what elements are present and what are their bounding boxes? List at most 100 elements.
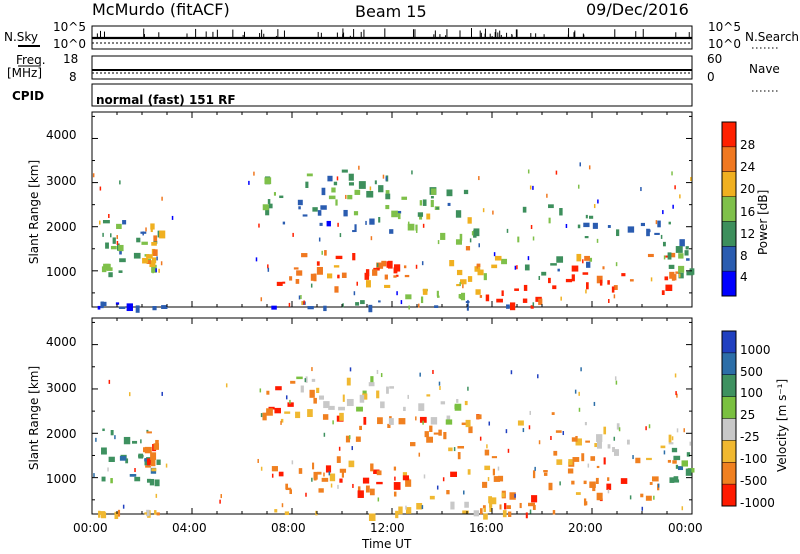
power-data-cell <box>678 273 681 278</box>
velocity-data-cell <box>592 483 596 492</box>
date-label: 09/Dec/2016 <box>586 0 689 19</box>
power-data-cell <box>467 276 473 282</box>
power-data-cell <box>293 267 299 270</box>
power-data-cell <box>159 230 166 239</box>
power-data-cell <box>467 217 472 224</box>
power-data-cell <box>105 263 111 271</box>
velocity-data-cell <box>311 477 313 482</box>
velocity-data-cell <box>607 477 610 481</box>
velocity-data-cell <box>338 406 345 411</box>
power-data-cell <box>671 274 677 281</box>
vcb-tick-m100: -100 <box>740 452 768 466</box>
velocity-data-cell <box>543 470 548 473</box>
velocity-data-cell <box>487 477 490 482</box>
velocity-data-cell <box>509 492 516 500</box>
power-data-cell <box>577 184 580 189</box>
velocity-data-cell <box>483 507 486 513</box>
vcb-tick-25: 25 <box>740 408 756 422</box>
power-data-cell <box>108 213 110 218</box>
power-data-cell <box>337 222 339 227</box>
velocity-data-cell <box>146 478 151 483</box>
power-data-cell <box>577 224 581 229</box>
power-data-cell <box>265 208 270 216</box>
velocity-data-cell <box>98 511 106 515</box>
velocity-data-cell <box>614 376 617 381</box>
velocity-data-cell <box>555 430 562 433</box>
velocity-data-cell <box>607 444 611 449</box>
velocity-data-cell <box>461 422 469 426</box>
velocity-data-cell <box>110 478 113 484</box>
power-data-cell <box>156 256 158 261</box>
velocity-colorbar-segment <box>722 352 736 375</box>
velocity-data-cell <box>439 385 441 390</box>
power-data-cell <box>155 268 157 273</box>
power-data-cell <box>585 214 588 219</box>
power-data-cell <box>279 195 284 199</box>
power-colorbar-frame <box>721 121 737 297</box>
power-data-cell <box>318 237 321 242</box>
velocity-data-cell <box>482 505 486 509</box>
power-data-cell <box>588 165 591 170</box>
power-data-cell <box>407 223 415 231</box>
power-ytick-4000: 4000 <box>46 128 77 142</box>
velocity-data-cell <box>673 455 681 461</box>
power-data-cell <box>395 274 399 277</box>
velocity-data-cell <box>415 416 417 421</box>
pcb-tick-20: 20 <box>740 182 756 196</box>
power-colorbar-segment <box>722 221 736 247</box>
velocity-data-cell <box>285 483 289 490</box>
velocity-data-cell <box>341 470 344 478</box>
velocity-data-cell <box>129 474 137 477</box>
velocity-data-cell <box>583 480 587 485</box>
power-data-cell <box>661 290 665 296</box>
power-data-cell <box>395 210 402 214</box>
power-data-cell <box>296 270 303 276</box>
cpid-label: CPID <box>12 89 45 103</box>
power-data-cell <box>119 180 121 185</box>
power-data-cell <box>150 226 153 233</box>
power-data-cell <box>555 170 558 175</box>
velocity-data-cell <box>574 389 577 394</box>
velocity-data-cell <box>606 483 612 490</box>
power-data-cell <box>415 224 418 231</box>
velocity-data-cell <box>424 431 429 438</box>
power-data-cell <box>276 281 283 286</box>
power-data-cell <box>679 194 681 199</box>
velocity-data-cell <box>571 480 575 485</box>
velocity-data-cell <box>128 392 131 397</box>
power-data-cell <box>381 260 387 267</box>
power-data-cell <box>467 299 469 304</box>
velocity-data-cell <box>362 477 370 484</box>
velocity-data-cell <box>473 510 480 517</box>
power-data-cell <box>479 295 483 298</box>
velocity-data-cell <box>410 442 416 447</box>
vcb-tick-500: 500 <box>740 365 763 379</box>
power-data-cell <box>516 265 518 270</box>
power-data-cell <box>305 181 309 188</box>
power-ytick-1000: 1000 <box>46 265 77 279</box>
velocity-data-cell <box>438 429 442 436</box>
power-data-cell <box>552 285 557 290</box>
velocity-data-cell <box>305 376 308 383</box>
velocity-data-cell <box>318 488 324 493</box>
velocity-data-cell <box>395 510 399 519</box>
velocity-data-cell <box>505 429 508 434</box>
power-data-cell <box>118 270 123 273</box>
station-title: McMurdo (fitACF) <box>92 0 230 19</box>
power-data-cell <box>153 235 158 242</box>
power-data-cell <box>524 264 530 271</box>
power-data-cell <box>368 304 373 313</box>
velocity-data-cell <box>289 489 293 495</box>
power-data-cell <box>378 300 381 303</box>
power-data-cell <box>674 185 676 190</box>
power-data-cell <box>460 279 467 285</box>
power-data-cell <box>337 275 340 279</box>
velocity-data-cell <box>290 380 296 384</box>
power-data-cell <box>151 264 157 273</box>
velocity-data-cell <box>165 463 168 468</box>
power-data-cell <box>352 230 355 233</box>
power-colorbar-segment <box>722 246 736 272</box>
velocity-data-cell <box>144 512 147 515</box>
power-panel-frame <box>91 111 693 308</box>
power-data-cell <box>326 220 331 227</box>
